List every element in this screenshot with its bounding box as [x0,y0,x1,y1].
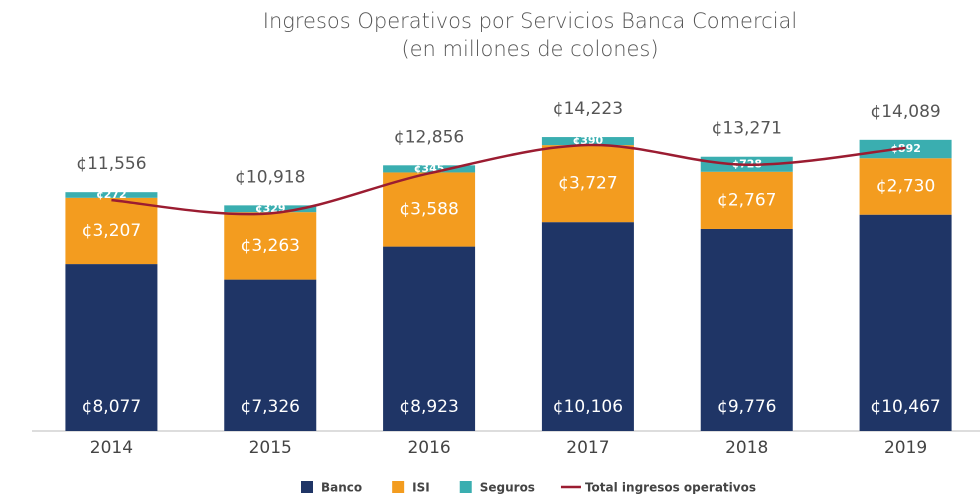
data-label: ¢272 [96,188,127,201]
data-label: ¢8,077 [82,397,141,417]
chart-title: Ingresos Operativos por Servicios Banca … [263,9,798,33]
x-tick-label: 2016 [407,438,450,458]
bar-segment [383,172,476,247]
data-label: ¢10,467 [870,397,940,417]
bar-segment [65,192,158,198]
total-label: ¢10,918 [235,167,305,187]
total-label: ¢14,089 [870,102,940,122]
data-label: ¢7,326 [241,397,300,417]
x-tick-label: 2017 [566,438,609,458]
x-tick-label: 2014 [90,438,133,458]
legend-label: Total ingresos operativos [585,481,756,495]
bar-segment [383,246,476,431]
bar-segment [700,228,793,431]
bar-segment [383,165,476,173]
total-line [111,143,906,216]
data-label: ¢3,588 [399,200,458,220]
bar-segment [859,214,952,431]
bar-segment [541,145,634,223]
bar-segment [65,264,158,431]
bar-segment [700,171,793,229]
legend-swatch [392,481,405,493]
bar-segment [541,222,634,431]
data-label: ¢9,776 [717,397,776,417]
chart-subtitle: (en millones de colones) [401,37,658,61]
legend-label: Seguros [480,481,535,495]
total-label: ¢11,556 [76,154,146,174]
data-label: ¢2,730 [876,176,935,196]
legend-label: ISI [412,481,430,495]
x-tick-label: 2018 [725,438,768,458]
x-tick-label: 2019 [884,438,927,458]
bar-segment [224,205,317,213]
data-label: ¢3,263 [241,236,300,256]
total-label: ¢14,223 [553,99,623,119]
data-label: ¢8,923 [399,397,458,417]
bar-segment [541,137,634,146]
bar-segment [65,197,158,265]
x-tick-label: 2015 [249,438,292,458]
bar-segment [224,212,317,280]
data-label: ¢3,727 [558,174,617,194]
data-label: ¢3,207 [82,221,141,241]
legend-swatch [459,481,472,493]
data-label: ¢2,767 [717,190,776,210]
total-label: ¢13,271 [712,119,782,139]
data-label: ¢10,106 [553,397,623,417]
bar-segment [224,279,317,431]
legend-label: Banco [321,481,362,495]
bar-segment [859,158,952,215]
legend-swatch [301,481,313,493]
total-label: ¢12,856 [394,127,464,147]
